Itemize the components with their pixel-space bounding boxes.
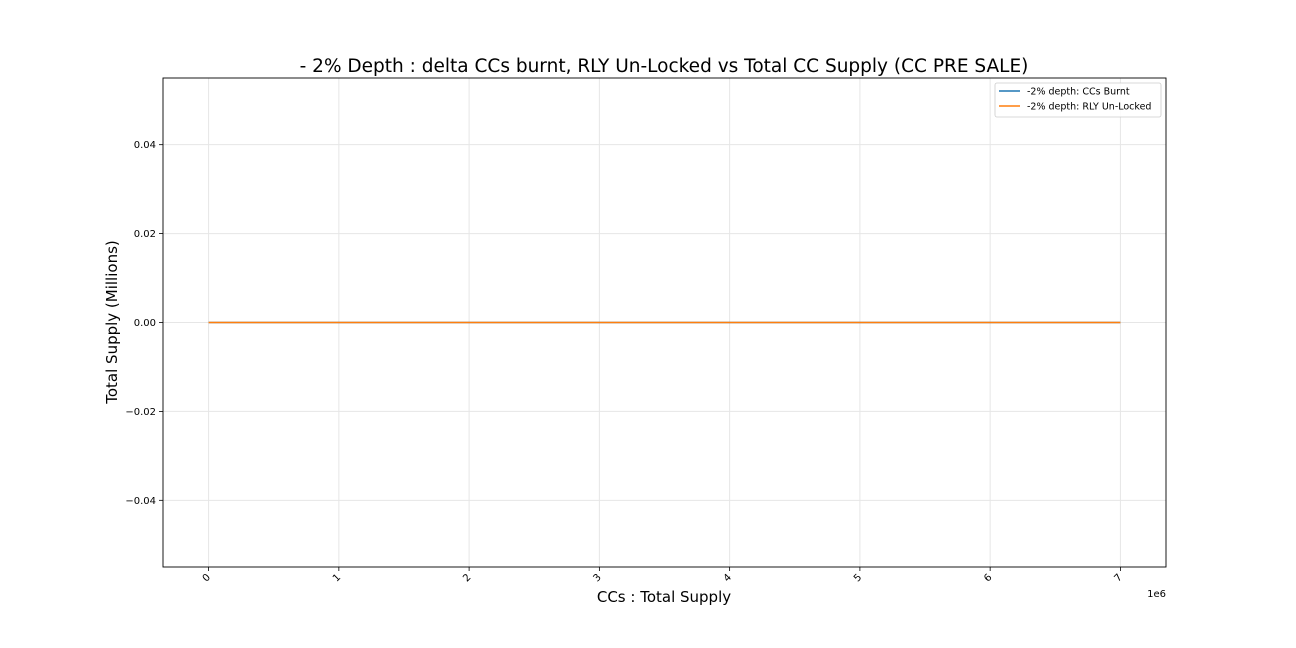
y-tick-label: −0.02: [125, 407, 156, 418]
legend-label-rly-unlocked: -2% depth: RLY Un-Locked: [1027, 102, 1151, 113]
y-tick-label: −0.04: [125, 496, 156, 507]
legend-box: [994, 82, 1162, 118]
legend: -2% depth: CCs Burnt -2% depth: RLY Un-L…: [994, 82, 1162, 118]
x-axis-offset-text: 1e6: [1147, 589, 1166, 600]
x-axis-label: CCs : Total Supply: [597, 588, 731, 606]
y-tick-label: 0.04: [134, 140, 156, 151]
y-tick-label: 0.02: [134, 229, 156, 240]
legend-label-ccs-burnt: -2% depth: CCs Burnt: [1027, 87, 1130, 98]
y-tick-label: 0.00: [134, 318, 156, 329]
chart-title: - 2% Depth : delta CCs burnt, RLY Un-Loc…: [300, 56, 1029, 77]
y-axis-ticks: 0.04 0.02 0.00 −0.02 −0.04: [125, 140, 163, 507]
y-axis-label: Total Supply (Millions): [103, 240, 121, 405]
